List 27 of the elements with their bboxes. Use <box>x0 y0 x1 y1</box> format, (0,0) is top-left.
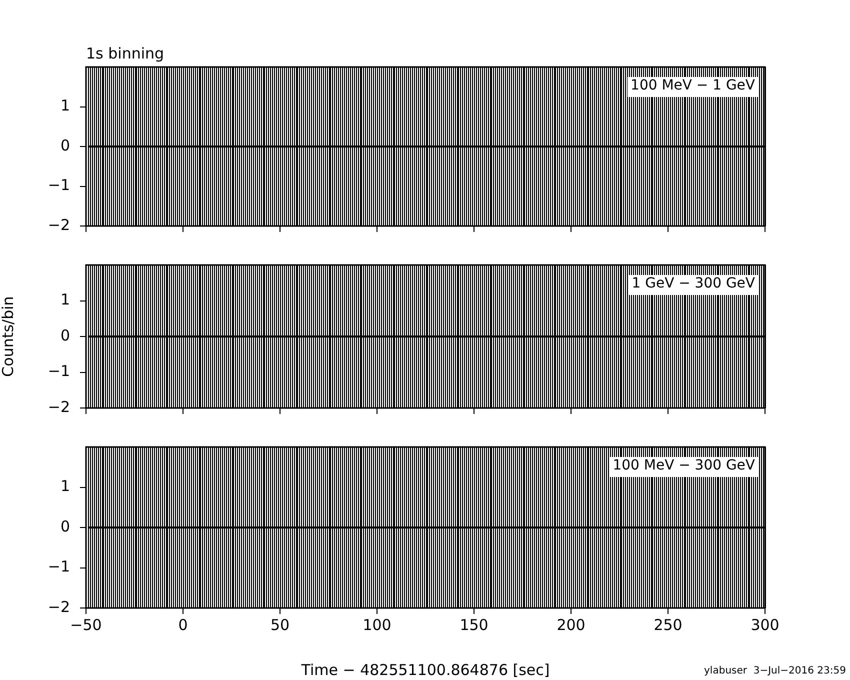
y-tick-label: −2 <box>48 398 70 416</box>
text: ylabuser 3−Jul−2016 23:59 <box>704 666 846 677</box>
y-tick-label: −2 <box>48 216 70 234</box>
y-tick-label: −1 <box>48 176 70 194</box>
x-tick-label: 50 <box>270 616 290 634</box>
annotation: 100 MeV − 300 GeV <box>612 458 756 474</box>
x-tick-label: 150 <box>460 616 488 634</box>
x-tick-label: 100 <box>362 616 392 634</box>
y-tick-label: −2 <box>48 598 70 616</box>
y-tick-label: −1 <box>48 362 70 380</box>
annotation: 100 MeV − 1 GeV <box>630 78 756 94</box>
x-tick-label: 300 <box>750 616 780 634</box>
y-tick-label: −1 <box>48 558 70 576</box>
x-tick-label: 200 <box>556 616 586 634</box>
annotation: 1 GeV − 300 GeV <box>632 276 756 292</box>
y-tick-label: 0 <box>60 517 70 536</box>
y-tick-label: 0 <box>60 326 70 344</box>
x-tick-label: 0 <box>178 616 188 634</box>
y-tick-label: 1 <box>60 290 70 309</box>
y-tick-label: 0 <box>60 136 70 154</box>
y-tick-label: 1 <box>60 96 70 115</box>
x-axis-title: Time − 482551100.864876 [sec] <box>300 660 550 679</box>
y-axis-title: Counts/bin <box>0 296 17 377</box>
x-tick-label: −50 <box>70 616 102 634</box>
x-tick-label: 250 <box>654 616 682 634</box>
y-tick-label: 1 <box>60 477 70 496</box>
chart-title: 1s binning <box>86 44 164 62</box>
